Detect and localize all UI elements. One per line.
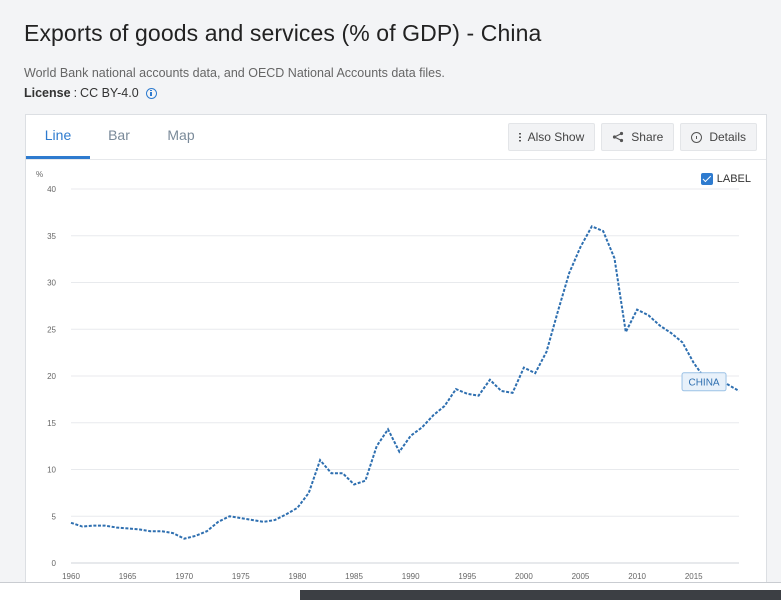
y-tick-label: 5	[52, 512, 57, 521]
chart-toolbar: Also Show Share Details	[507, 123, 757, 151]
license-value: CC BY-4.0	[80, 86, 139, 100]
x-tick-label: 1965	[119, 572, 137, 581]
series-label-box	[681, 372, 727, 392]
y-tick-label: 10	[47, 466, 56, 475]
also-show-label: Also Show	[527, 130, 585, 144]
x-tick-label: 1975	[232, 572, 250, 581]
tab-map[interactable]: Map	[167, 127, 195, 143]
x-tick-label: 1985	[345, 572, 363, 581]
series-label: CHINA	[681, 372, 727, 392]
tab-line[interactable]: Line	[26, 115, 90, 159]
label-toggle[interactable]: LABEL	[700, 173, 751, 185]
license-line: License : CC BY-4.0	[24, 86, 157, 100]
share-label: Share	[631, 130, 664, 144]
y-tick-label: 30	[47, 279, 56, 288]
share-button[interactable]: Share	[601, 123, 675, 151]
x-tick-label: 2000	[515, 572, 533, 581]
y-tick-label: 25	[47, 325, 56, 334]
line-chart: % 0 5 10 15 20 25 30 35 40 1960 1965 1970 1975 1980 198…	[36, 170, 740, 581]
share-icon	[612, 131, 624, 143]
label-toggle-text: LABEL	[716, 173, 751, 185]
license-label: License	[24, 86, 71, 100]
details-button[interactable]: Details	[680, 123, 757, 151]
y-axis-unit: %	[36, 170, 43, 179]
series-label-text: CHINA	[688, 377, 719, 388]
x-tick-label: 2015	[685, 572, 703, 581]
license-separator: :	[73, 86, 78, 100]
y-tick-label: 0	[52, 559, 57, 568]
y-tick-label: 15	[47, 419, 56, 428]
chart-tabs: Line Bar Map	[26, 115, 214, 159]
x-tick-label: 1990	[402, 572, 420, 581]
details-label: Details	[709, 130, 746, 144]
page-title: Exports of goods and services (% of GDP)…	[24, 20, 542, 46]
y-tick-label: 40	[47, 185, 56, 194]
kebab-icon	[518, 132, 521, 142]
x-tick-label: 1970	[175, 572, 193, 581]
chart-card: Line Bar Map Also Show Share Details LAB…	[25, 114, 767, 594]
tab-bar[interactable]: Bar	[108, 127, 130, 143]
also-show-button[interactable]: Also Show	[507, 123, 596, 151]
info-circle-icon	[691, 131, 703, 143]
y-tick-label: 20	[47, 372, 56, 381]
y-tick-label: 35	[47, 232, 56, 241]
info-icon[interactable]	[145, 87, 157, 99]
taskbar-strip	[300, 590, 781, 600]
x-tick-label: 2010	[628, 572, 646, 581]
x-tick-label: 1960	[62, 572, 80, 581]
x-tick-label: 2005	[572, 572, 590, 581]
series-line	[70, 225, 740, 540]
x-tick-label: 1980	[289, 572, 307, 581]
label-checkbox[interactable]	[700, 173, 713, 185]
tab-divider	[26, 159, 766, 160]
x-tick-label: 1995	[458, 572, 476, 581]
source-note: World Bank national accounts data, and O…	[24, 66, 445, 80]
